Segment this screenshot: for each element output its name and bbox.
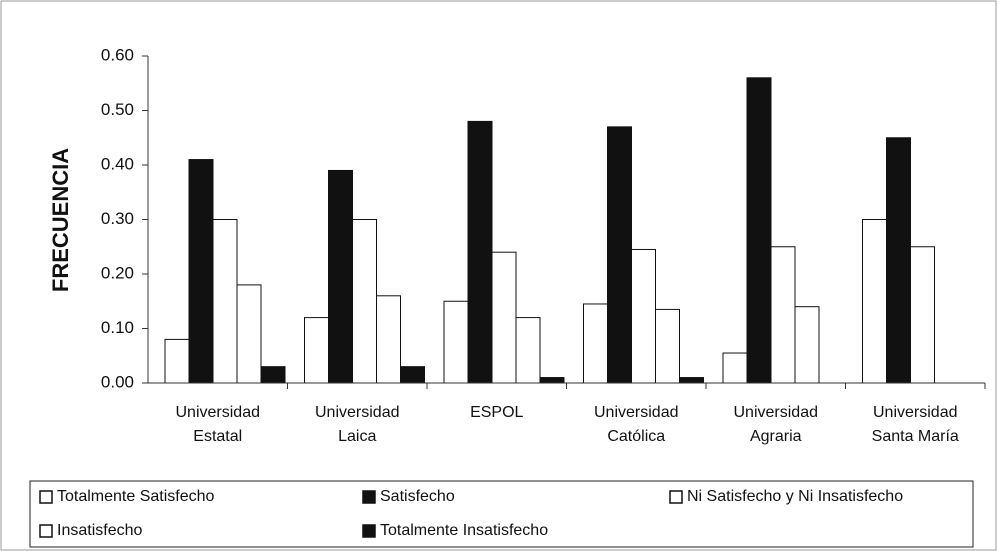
y-axis-title: FRECUENCIA: [48, 148, 73, 292]
y-tick-label: 0.40: [101, 154, 134, 173]
bar: [655, 308, 680, 384]
bar: [607, 126, 632, 384]
bar: [515, 317, 541, 384]
x-tick-label: Universidad: [176, 404, 260, 421]
x-tick-label: Agraria: [750, 428, 802, 445]
legend-label: Satisfecho: [380, 488, 455, 505]
bar: [188, 159, 214, 384]
legend-swatch: [39, 524, 53, 538]
legend-swatch: [669, 490, 683, 504]
bar: [794, 306, 820, 384]
bar: [376, 295, 401, 384]
bar: [631, 248, 656, 384]
y-tick-label: 0.20: [101, 263, 134, 282]
bar: [400, 366, 425, 384]
y-tick-label: 0.60: [101, 45, 134, 64]
bar: [862, 219, 887, 384]
bar: [467, 120, 493, 384]
bar: [260, 366, 286, 384]
legend-swatch: [362, 490, 376, 504]
bar: [679, 377, 704, 384]
x-tick-label: Laica: [338, 428, 376, 445]
x-tick-label: ESPOL: [470, 404, 523, 421]
x-tick-label: Universidad: [873, 404, 957, 421]
y-tick-label: 0.00: [101, 372, 134, 391]
x-tick-label: Universidad: [734, 404, 818, 421]
legend-swatch: [39, 490, 53, 504]
bar: [886, 137, 911, 384]
y-tick-label: 0.50: [101, 100, 134, 119]
bar: [236, 284, 262, 384]
bar: [722, 352, 748, 384]
bar: [583, 303, 608, 384]
y-tick-label: 0.30: [101, 209, 134, 228]
legend-label: Totalmente Insatisfecho: [380, 522, 548, 539]
y-tick-label: 0.10: [101, 318, 134, 337]
bar: [164, 338, 190, 384]
legend-swatch: [362, 524, 376, 538]
legend-label: Totalmente Satisfecho: [57, 488, 215, 505]
x-tick-label: Santa María: [872, 428, 959, 445]
bar: [352, 219, 377, 384]
legend-box: [29, 480, 974, 548]
bar: [910, 246, 935, 384]
bar: [443, 300, 469, 384]
legend-label: Ni Satisfecho y Ni Insatisfecho: [687, 488, 903, 505]
x-tick-label: Católica: [607, 428, 665, 445]
bar: [212, 219, 238, 384]
x-tick-label: Universidad: [594, 404, 678, 421]
bar: [746, 77, 772, 384]
bar: [328, 169, 353, 384]
bar: [770, 246, 796, 384]
bar: [304, 317, 329, 384]
x-tick-label: Universidad: [315, 404, 399, 421]
x-tick-label: Estatal: [193, 428, 242, 445]
bar: [491, 251, 517, 384]
legend-label: Insatisfecho: [57, 522, 142, 539]
bar: [539, 377, 565, 384]
